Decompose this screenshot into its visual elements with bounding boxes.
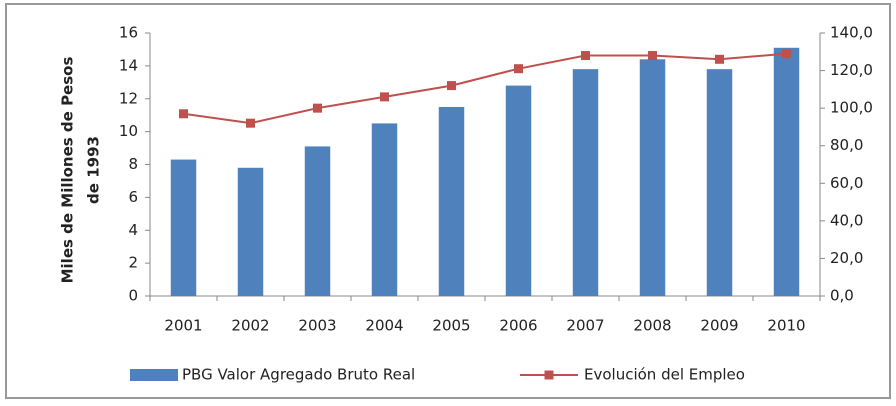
y-tick-label: 2 (128, 254, 138, 272)
line-marker (179, 109, 188, 119)
bar (304, 146, 331, 296)
x-tick-label: 2010 (767, 317, 805, 335)
bar (371, 123, 398, 296)
x-tick-label: 2007 (566, 317, 604, 335)
x-tick-label: 2003 (298, 317, 336, 335)
y2-tick-label: 100,0 (830, 99, 873, 117)
y-tick-label: 14 (119, 56, 138, 74)
y2-tick-label: 140,0 (830, 24, 873, 42)
x-tick-label: 2002 (231, 317, 269, 335)
x-tick-label: 2008 (633, 317, 671, 335)
y-axis-title-line: de 1993 (85, 136, 103, 204)
bar (438, 106, 465, 296)
y-tick-label: 4 (128, 221, 138, 239)
bar (706, 69, 733, 296)
bar (237, 167, 264, 296)
bar (572, 69, 599, 296)
bar (639, 59, 666, 296)
x-tick-label: 2005 (432, 317, 470, 335)
line-marker (782, 49, 791, 59)
y2-tick-label: 80,0 (830, 136, 863, 154)
legend-label: Evolución del Empleo (584, 366, 745, 384)
y-tick-label: 6 (128, 188, 138, 206)
y-axis-title-line: Miles de Millones de Pesos (59, 57, 77, 284)
y-tick-label: 12 (119, 89, 138, 107)
line-marker (246, 118, 255, 128)
bar (773, 47, 800, 297)
bar (170, 159, 197, 296)
y-tick-label: 16 (119, 24, 138, 42)
y2-tick-label: 20,0 (830, 249, 863, 267)
line-marker (380, 92, 389, 102)
line-marker (313, 103, 322, 113)
y2-tick-label: 40,0 (830, 211, 863, 229)
y2-tick-label: 120,0 (830, 61, 873, 79)
y-tick-label: 10 (119, 122, 138, 140)
y-tick-label: 8 (128, 155, 138, 173)
legend-swatch (544, 370, 554, 380)
x-tick-label: 2004 (365, 317, 403, 335)
line-marker (648, 51, 657, 61)
y-tick-label: 0 (128, 287, 138, 305)
y2-tick-label: 0,0 (830, 287, 854, 305)
y2-tick-label: 60,0 (830, 174, 863, 192)
line-marker (581, 51, 590, 61)
line (183, 52, 787, 125)
line-marker (447, 81, 456, 91)
legend-swatch (130, 369, 178, 381)
x-tick-label: 2009 (700, 317, 738, 335)
y-axis-title: Miles de Millones de Pesos de 1993 (59, 57, 103, 284)
bar (505, 85, 532, 296)
legend-label: PBG Valor Agregado Bruto Real (182, 366, 415, 384)
line-marker (715, 54, 724, 64)
x-tick-label: 2006 (499, 317, 537, 335)
x-tick-label: 2001 (164, 317, 202, 335)
line-marker (514, 64, 523, 74)
